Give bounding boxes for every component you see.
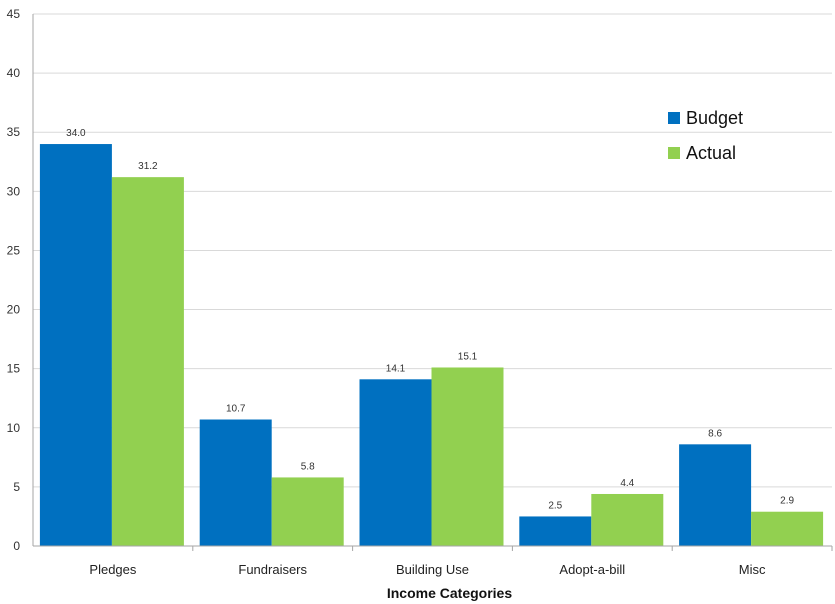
y-tick-label: 30 bbox=[7, 184, 21, 198]
bar-actual bbox=[431, 367, 504, 546]
data-label-budget: 34.0 bbox=[66, 128, 86, 139]
data-label-actual: 15.1 bbox=[458, 351, 478, 362]
data-label-actual: 2.9 bbox=[780, 496, 794, 507]
data-label-actual: 4.4 bbox=[620, 478, 634, 489]
bar-budget bbox=[359, 379, 432, 546]
data-labels: 34.0 31.2 10.7 5.8 14.1 15.1 2.5 4.4 8.6 2.9 bbox=[66, 128, 794, 511]
y-tick-label: 5 bbox=[13, 480, 20, 494]
category-labels: Pledges Fundraisers Building Use Adopt-a-bi… bbox=[89, 562, 766, 577]
legend-swatch-actual bbox=[668, 147, 680, 159]
category-label: Pledges bbox=[89, 562, 136, 577]
bar-budget bbox=[679, 444, 752, 546]
y-tick-label: 40 bbox=[7, 66, 21, 80]
legend-swatch-budget bbox=[668, 112, 680, 124]
data-label-budget: 14.1 bbox=[386, 363, 406, 374]
legend-label-actual: Actual bbox=[686, 143, 736, 163]
data-label-budget: 8.6 bbox=[708, 428, 722, 439]
y-tick-label: 35 bbox=[7, 125, 21, 139]
data-label-actual: 5.8 bbox=[301, 461, 315, 472]
category-label: Fundraisers bbox=[238, 562, 307, 577]
bar-actual bbox=[111, 177, 184, 546]
bars bbox=[39, 144, 824, 547]
bar-budget bbox=[39, 144, 112, 547]
bar-actual bbox=[591, 493, 664, 546]
bar-budget bbox=[199, 419, 272, 546]
data-label-budget: 2.5 bbox=[548, 500, 562, 511]
legend-label-budget: Budget bbox=[686, 108, 743, 128]
x-axis bbox=[32, 14, 833, 551]
category-label: Adopt-a-bill bbox=[559, 562, 625, 577]
data-label-actual: 31.2 bbox=[138, 161, 158, 172]
y-tick-label: 10 bbox=[7, 421, 21, 435]
bar-budget bbox=[519, 516, 592, 546]
y-tick-label: 25 bbox=[7, 243, 21, 257]
y-axis-ticks: 0 5 10 15 20 25 30 35 40 45 bbox=[7, 7, 21, 553]
y-tick-label: 15 bbox=[7, 362, 21, 376]
y-tick-label: 20 bbox=[7, 303, 21, 317]
y-tick-label: 45 bbox=[7, 7, 21, 21]
x-axis-title: Income Categories bbox=[387, 585, 512, 601]
category-label: Building Use bbox=[396, 562, 469, 577]
bar-actual bbox=[751, 511, 824, 546]
y-tick-label: 0 bbox=[13, 539, 20, 553]
data-label-budget: 10.7 bbox=[226, 404, 246, 415]
bar-actual bbox=[271, 477, 344, 546]
category-label: Misc bbox=[739, 562, 766, 577]
legend: Budget Actual bbox=[668, 108, 743, 163]
